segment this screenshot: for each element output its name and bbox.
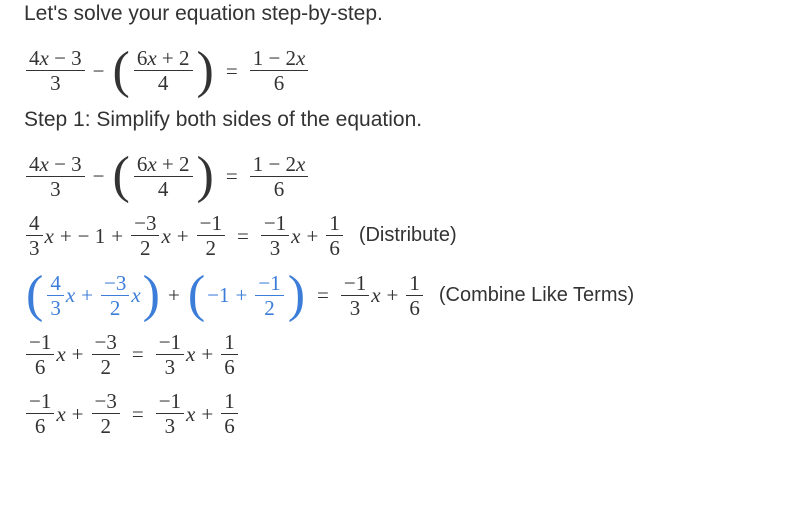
plus-op: + bbox=[387, 281, 399, 309]
plus-op: + bbox=[72, 400, 84, 428]
plus-op: + bbox=[72, 340, 84, 368]
c-g1-t1-var: x bbox=[66, 281, 75, 309]
equation-main: 4x − 33 − ( 6x + 24 ) = 1 − 2x6 bbox=[24, 46, 772, 95]
equals-op: = bbox=[317, 281, 329, 309]
s1-lhs-frac2: 6x + 24 bbox=[134, 152, 193, 201]
d-t4: −12 bbox=[197, 211, 225, 260]
c-g2-t2: −12 bbox=[255, 271, 283, 320]
combine-equation: ( 43 x + −32 x ) + ( −1 + −12 ) = −13 x … bbox=[24, 271, 772, 320]
s2-l1-var: x bbox=[56, 400, 65, 428]
s1-lhs-frac1: 4x − 33 bbox=[26, 152, 85, 201]
d-t1: 43 bbox=[26, 211, 43, 260]
rparen-icon: ) bbox=[143, 272, 160, 319]
c-g1-t2: −32 bbox=[101, 271, 129, 320]
main-lhs-frac1: 4x − 33 bbox=[26, 46, 85, 95]
s2-r1-var: x bbox=[186, 400, 195, 428]
rparen-icon: ) bbox=[197, 48, 214, 95]
c-r2: 16 bbox=[406, 271, 423, 320]
s-r1-var: x bbox=[186, 340, 195, 368]
c-g1-t2-var: x bbox=[131, 281, 140, 309]
s-l2: −32 bbox=[92, 330, 120, 379]
plus-op: + bbox=[81, 281, 93, 309]
s2-l2: −32 bbox=[92, 389, 120, 438]
distribute-equation: 43 x + − 1 + −32 x + −12 = −13 x + 16 (D… bbox=[24, 211, 772, 260]
d-r1: −13 bbox=[261, 211, 289, 260]
plus-op: + bbox=[201, 340, 213, 368]
s-r1: −13 bbox=[156, 330, 184, 379]
minus-op: − bbox=[93, 162, 105, 190]
combine-group1: 43 x + −32 x bbox=[45, 271, 140, 320]
combine-group2: −1 + −12 bbox=[207, 271, 286, 320]
combine-note: (Combine Like Terms) bbox=[439, 282, 634, 309]
step1-equation: 4x − 33 − ( 6x + 24 ) = 1 − 2x6 bbox=[24, 152, 772, 201]
d-t3-var: x bbox=[161, 222, 170, 250]
plus-op: + bbox=[111, 222, 123, 250]
s1-rhs-frac: 1 − 2x6 bbox=[250, 152, 309, 201]
equals-op: = bbox=[226, 57, 238, 85]
step1-heading: Step 1: Simplify both sides of the equat… bbox=[24, 106, 772, 134]
plus-op: + bbox=[168, 281, 180, 309]
plus-op: + bbox=[306, 222, 318, 250]
c-r1-var: x bbox=[371, 281, 380, 309]
equals-op: = bbox=[226, 162, 238, 190]
d-t3: −32 bbox=[131, 211, 159, 260]
simplified-equation: −16 x + −32 = −13 x + 16 bbox=[24, 330, 772, 379]
lparen-icon: ( bbox=[26, 272, 43, 319]
minus-op: − bbox=[93, 57, 105, 85]
s-r2: 16 bbox=[221, 330, 238, 379]
rparen-icon: ) bbox=[288, 272, 305, 319]
d-t2: − 1 bbox=[78, 222, 106, 250]
s2-r1: −13 bbox=[156, 389, 184, 438]
d-r2: 16 bbox=[326, 211, 343, 260]
plus-op: + bbox=[236, 281, 248, 309]
lparen-icon: ( bbox=[113, 48, 130, 95]
simplified-equation-2: −16 x + −32 = −13 x + 16 bbox=[24, 389, 772, 438]
intro-text: Let's solve your equation step-by-step. bbox=[24, 0, 772, 28]
c-r1: −13 bbox=[341, 271, 369, 320]
lparen-icon: ( bbox=[188, 272, 205, 319]
s-l1: −16 bbox=[26, 330, 54, 379]
s2-l1: −16 bbox=[26, 389, 54, 438]
equals-op: = bbox=[237, 222, 249, 250]
s-l1-var: x bbox=[56, 340, 65, 368]
d-t1-var: x bbox=[45, 222, 54, 250]
d-r1-var: x bbox=[291, 222, 300, 250]
equals-op: = bbox=[132, 340, 144, 368]
plus-op: + bbox=[177, 222, 189, 250]
equals-op: = bbox=[132, 400, 144, 428]
rparen-icon: ) bbox=[197, 153, 214, 200]
main-rhs-frac: 1 − 2x6 bbox=[250, 46, 309, 95]
c-g2-t1: −1 bbox=[207, 281, 229, 309]
main-lhs-frac2: 6x + 24 bbox=[134, 46, 193, 95]
lparen-icon: ( bbox=[113, 153, 130, 200]
s2-r2: 16 bbox=[221, 389, 238, 438]
plus-op: + bbox=[201, 400, 213, 428]
plus-op: + bbox=[60, 222, 72, 250]
distribute-note: (Distribute) bbox=[359, 222, 457, 249]
c-g1-t1: 43 bbox=[47, 271, 64, 320]
